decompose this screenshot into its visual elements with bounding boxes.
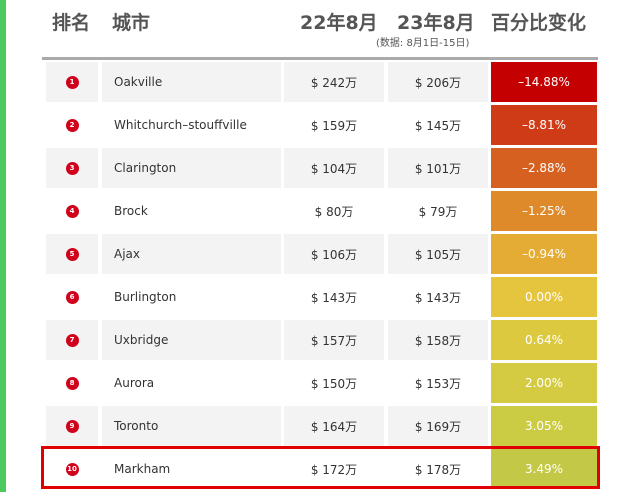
rank-badge: 8 — [65, 376, 79, 390]
rank-cell: 3 — [46, 148, 98, 188]
aug23-value-cell: $ 145万 — [414, 118, 462, 133]
rank-cell: 7 — [46, 320, 98, 360]
table-header: 排名 城市 22年8月 23年8月 (数据: 8月1日-15日) 百分比变化 — [0, 0, 623, 56]
table-row: 10 Markham $ 172万 $ 178万 3.49% — [44, 449, 598, 489]
aug22-value-cell: $ 106万 — [284, 234, 384, 274]
header-pct-change: 百分比变化 — [491, 12, 587, 34]
aug22-value-cell: $ 104万 — [284, 148, 384, 188]
header-aug23-note: (数据: 8月1日-15日) — [376, 38, 470, 49]
rank-cell: 10 — [46, 449, 98, 489]
pct-change-cell: 0.00% — [491, 277, 597, 317]
rank-cell: 6 — [46, 277, 98, 317]
pct-change-cell: 3.05% — [491, 406, 597, 446]
aug23-value-cell: $ 153万 — [414, 376, 462, 391]
table-row: 7 Uxbridge $ 157万 $ 158万 0.64% — [44, 320, 598, 360]
aug23-value-cell: $ 101万 — [388, 148, 488, 188]
rank-badge: 3 — [65, 161, 79, 175]
rank-badge: 6 — [65, 290, 79, 304]
table-row: 3 Clarington $ 104万 $ 101万 –2.88% — [44, 148, 598, 188]
rank-badge: 7 — [65, 333, 79, 347]
aug22-value-cell: $ 80万 — [314, 204, 354, 219]
rank-cell: 4 — [46, 191, 98, 231]
aug22-value-cell: $ 150万 — [310, 376, 358, 391]
accent-bar — [0, 0, 6, 492]
aug23-value-cell: $ 158万 — [388, 320, 488, 360]
city-cell: Uxbridge — [102, 320, 281, 360]
city-cell: Burlington — [114, 290, 177, 304]
city-cell: Brock — [114, 204, 148, 218]
rank-badge: 4 — [65, 204, 79, 218]
aug22-value-cell: $ 164万 — [284, 406, 384, 446]
header-rank: 排名 — [52, 12, 91, 34]
pct-change-cell: 0.64% — [491, 320, 597, 360]
city-cell: Whitchurch–stouffville — [114, 118, 247, 132]
rank-cell: 9 — [46, 406, 98, 446]
aug22-value-cell: $ 157万 — [284, 320, 384, 360]
pct-change-cell: –0.94% — [491, 234, 597, 274]
aug23-value-cell: $ 178万 — [414, 462, 462, 477]
header-city: 城市 — [112, 12, 151, 34]
table-row: 4 Brock $ 80万 $ 79万 –1.25% — [44, 191, 598, 231]
rank-badge: 9 — [65, 419, 79, 433]
pct-change-cell: 2.00% — [491, 363, 597, 403]
city-cell: Aurora — [114, 376, 155, 390]
rank-badge: 2 — [65, 118, 79, 132]
city-cell: Oakville — [102, 62, 281, 102]
rank-badge: 1 — [65, 75, 79, 89]
header-divider — [42, 57, 598, 60]
table-row: 5 Ajax $ 106万 $ 105万 –0.94% — [44, 234, 598, 274]
pct-change-cell: –1.25% — [491, 191, 597, 231]
table-row: 8 Aurora $ 150万 $ 153万 2.00% — [44, 363, 598, 403]
city-cell: Markham — [114, 462, 171, 476]
header-aug22: 22年8月 — [300, 12, 378, 34]
rank-cell: 2 — [46, 105, 98, 145]
aug22-value-cell: $ 143万 — [310, 290, 358, 305]
table-row: 9 Toronto $ 164万 $ 169万 3.05% — [44, 406, 598, 446]
aug22-value-cell: $ 242万 — [284, 62, 384, 102]
rank-cell: 5 — [46, 234, 98, 274]
aug23-value-cell: $ 143万 — [414, 290, 462, 305]
pct-change-cell: –14.88% — [491, 62, 597, 102]
aug23-value-cell: $ 169万 — [388, 406, 488, 446]
pct-change-cell: 3.49% — [491, 449, 597, 489]
rank-cell: 8 — [46, 363, 98, 403]
aug22-value-cell: $ 159万 — [310, 118, 358, 133]
pct-change-cell: –8.81% — [491, 105, 597, 145]
rank-cell: 1 — [46, 62, 98, 102]
header-aug23: 23年8月 — [397, 12, 475, 34]
pct-change-cell: –2.88% — [491, 148, 597, 188]
aug23-value-cell: $ 79万 — [418, 204, 458, 219]
aug23-value-cell: $ 206万 — [388, 62, 488, 102]
table-row: 2 Whitchurch–stouffville $ 159万 $ 145万 –8.81… — [44, 105, 598, 145]
city-cell: Clarington — [102, 148, 281, 188]
aug23-value-cell: $ 105万 — [388, 234, 488, 274]
table-row: 6 Burlington $ 143万 $ 143万 0.00% — [44, 277, 598, 317]
rank-badge: 10 — [65, 462, 79, 476]
table-row: 1 Oakville $ 242万 $ 206万 –14.88% — [44, 62, 598, 102]
city-cell: Ajax — [102, 234, 281, 274]
city-cell: Toronto — [102, 406, 281, 446]
rank-badge: 5 — [65, 247, 79, 261]
aug22-value-cell: $ 172万 — [310, 462, 358, 477]
highlight-frame — [41, 446, 600, 489]
